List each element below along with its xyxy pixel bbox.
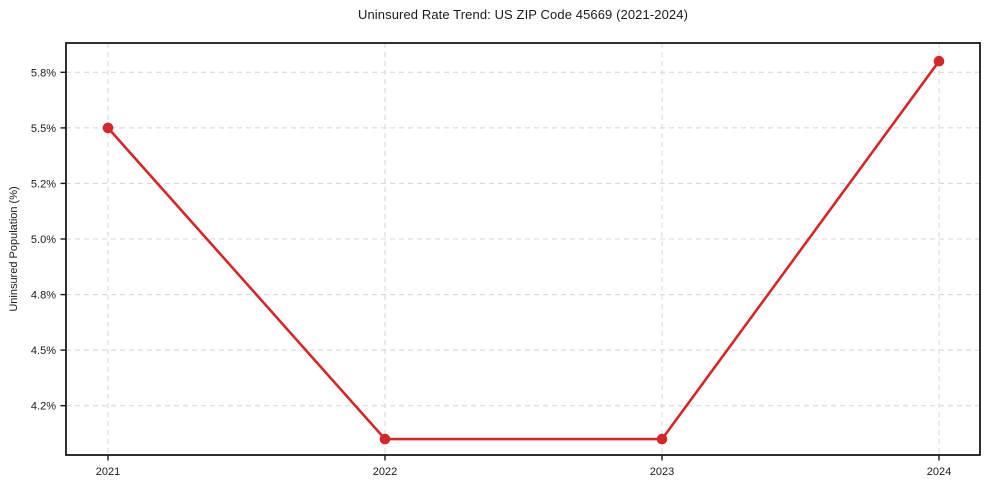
y-tick-label: 5.5% — [31, 123, 56, 135]
data-point-marker — [379, 433, 391, 445]
y-tick-label: 4.2% — [31, 401, 56, 413]
y-tick-label: 5.8% — [31, 67, 56, 79]
data-point-marker — [933, 55, 945, 67]
x-tick-label: 2023 — [650, 466, 674, 478]
plot-frame — [65, 42, 981, 456]
x-tick-label: 2024 — [927, 466, 951, 478]
y-tick-label: 5.0% — [31, 234, 56, 246]
y-tick-label: 5.2% — [31, 178, 56, 190]
data-point-marker — [102, 122, 114, 134]
y-tick-label: 4.8% — [31, 290, 56, 302]
x-tick-label: 2022 — [373, 466, 397, 478]
y-axis-label: Uninsured Population (%) — [8, 186, 20, 312]
x-tick-label: 2021 — [96, 466, 120, 478]
trend-line — [106, 59, 941, 441]
data-point-marker — [656, 433, 668, 445]
chart-title: Uninsured Rate Trend: US ZIP Code 45669 … — [357, 7, 689, 22]
y-tick-label: 4.5% — [31, 345, 56, 357]
